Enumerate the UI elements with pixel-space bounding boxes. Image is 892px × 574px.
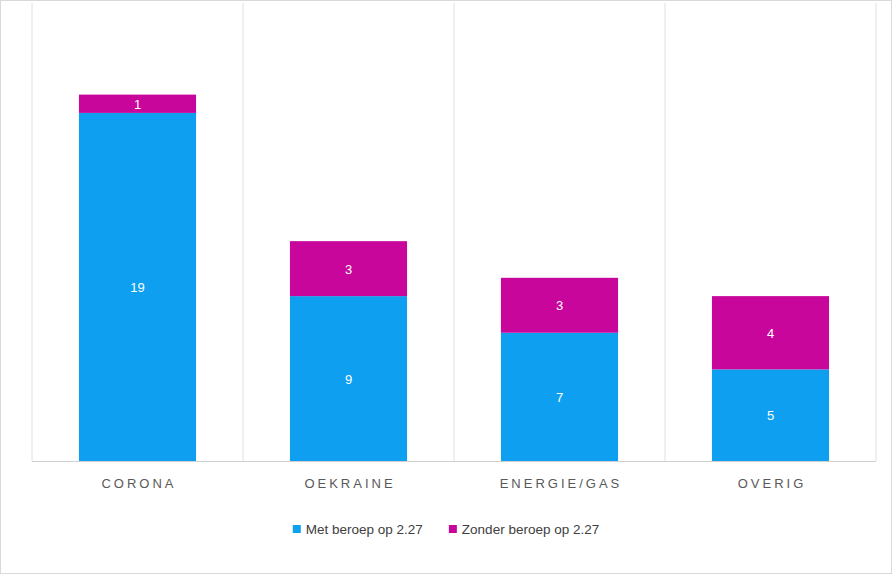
data-label: 4 — [767, 326, 774, 341]
legend-swatch — [449, 525, 457, 533]
grid-line — [454, 3, 455, 461]
x-axis-line — [32, 461, 876, 462]
chart-svg: 191937354CORONAOEKRAINEENERGIE/GASOVERIG… — [0, 0, 892, 574]
plot-frame-right — [876, 3, 877, 461]
x-tick-label: OVERIG — [738, 476, 807, 491]
plot-frame-left — [32, 3, 33, 461]
x-tick-label: CORONA — [101, 476, 176, 491]
chart-border — [1, 1, 892, 574]
chart-container: 191937354CORONAOEKRAINEENERGIE/GASOVERIG… — [0, 0, 892, 574]
legend-label: Met beroep op 2.27 — [306, 522, 423, 537]
x-tick-label: OEKRAINE — [304, 476, 395, 491]
data-label: 3 — [556, 298, 563, 313]
data-label: 3 — [345, 262, 352, 277]
data-label: 19 — [130, 280, 144, 295]
grid-line — [243, 3, 244, 461]
bar-segment — [712, 369, 829, 461]
data-label: 7 — [556, 390, 563, 405]
data-label: 5 — [767, 408, 774, 423]
bar-segment — [79, 113, 196, 461]
bars — [79, 95, 829, 461]
bar-segment — [290, 296, 407, 461]
bar-segment — [712, 296, 829, 369]
legend: Met beroep op 2.27 Zonder beroep op 2.27 — [293, 522, 599, 537]
data-labels: 191937354 — [130, 97, 774, 423]
bar-segment — [79, 95, 196, 113]
data-label: 1 — [134, 97, 141, 112]
bar-segment — [501, 333, 618, 461]
legend-label: Zonder beroep op 2.27 — [462, 522, 599, 537]
legend-swatch — [293, 525, 301, 533]
x-tick-label: ENERGIE/GAS — [500, 476, 623, 491]
grid-line — [665, 3, 666, 461]
data-label: 9 — [345, 372, 352, 387]
bar-segment — [290, 241, 407, 296]
bar-segment — [501, 278, 618, 333]
